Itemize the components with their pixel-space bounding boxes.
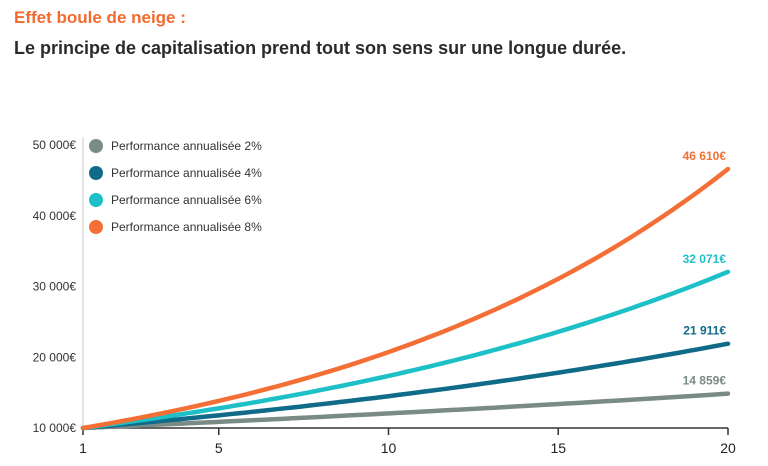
y-tick-label: 40 000€ — [33, 209, 77, 223]
end-labels: 14 859€ 21 911€ 32 071€ 46 610€ — [683, 149, 727, 388]
legend-marker — [89, 166, 103, 180]
x-tick-label: 5 — [215, 440, 223, 456]
x-tick-label: 20 — [720, 440, 736, 456]
legend-marker — [89, 193, 103, 207]
legend: Performance annualisée 2% Performance ann… — [89, 139, 262, 234]
y-tick-label: 50 000€ — [33, 138, 77, 152]
x-tick-label: 10 — [381, 440, 397, 456]
y-tick-label: 10 000€ — [33, 421, 77, 435]
legend-item-label: Performance annualisée 4% — [111, 166, 262, 180]
end-value-label: 14 859€ — [683, 374, 727, 388]
y-tick-label: 30 000€ — [33, 280, 77, 294]
x-tick-label: 15 — [550, 440, 566, 456]
end-value-label: 32 071€ — [683, 252, 727, 266]
y-axis: 10 000€ 20 000€ 30 000€ 40 000€ 50 000€ — [33, 137, 84, 435]
end-value-label: 21 911€ — [683, 324, 726, 338]
chart-subtitle: Le principe de capitalisation prend tout… — [14, 38, 627, 58]
legend-item-label: Performance annualisée 6% — [111, 193, 262, 207]
series-line — [80, 166, 731, 431]
series-lines — [80, 166, 731, 431]
series-line — [80, 269, 731, 431]
legend-marker — [89, 139, 103, 153]
x-axis: 1 5 10 15 20 — [79, 427, 736, 456]
y-tick-label: 20 000€ — [33, 350, 77, 364]
x-tick-label: 1 — [79, 440, 87, 456]
legend-item-label: Performance annualisée 2% — [111, 139, 262, 153]
chart-title: Effet boule de neige : — [14, 8, 186, 27]
series-line — [80, 341, 731, 431]
legend-item-label: Performance annualisée 8% — [111, 220, 262, 234]
series-line — [80, 391, 731, 431]
end-value-label: 46 610€ — [683, 149, 727, 163]
legend-marker — [89, 220, 103, 234]
